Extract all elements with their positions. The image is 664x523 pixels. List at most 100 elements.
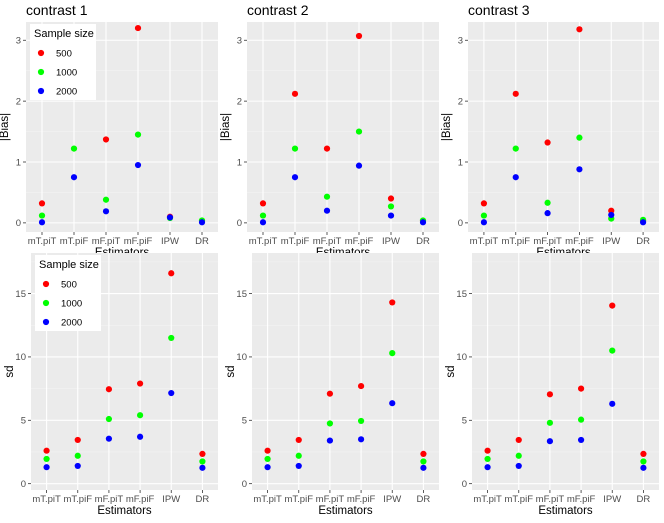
x-tick-label: DR: [636, 236, 650, 247]
data-point: [389, 400, 396, 407]
data-point: [295, 462, 302, 470]
data-point: [259, 212, 267, 219]
data-point: [355, 162, 363, 169]
data-point: [70, 174, 78, 181]
legend-box: [35, 255, 101, 331]
data-point: [640, 458, 647, 465]
data-point: [74, 436, 81, 444]
y-tick-label: 1: [458, 157, 463, 168]
y-axis-label: sd: [4, 365, 16, 377]
data-point: [259, 200, 267, 207]
x-tick-label: DR: [417, 494, 431, 505]
data-point: [389, 350, 396, 357]
x-tick-label: mT.piT: [253, 494, 282, 505]
y-tick-label: 15: [15, 289, 26, 300]
data-point: [515, 452, 522, 459]
data-point: [102, 196, 110, 203]
x-tick-label: DR: [196, 494, 210, 505]
x-tick-label: mF.piT: [536, 494, 565, 505]
data-point: [609, 347, 616, 354]
y-tick-label: 10: [15, 352, 26, 363]
x-tick-label: mF.piF: [565, 236, 594, 247]
data-point: [102, 136, 110, 143]
x-tick-label: mT.piF: [502, 236, 531, 247]
data-point: [576, 134, 583, 141]
y-axis-label: sd: [445, 365, 457, 377]
data-point: [136, 380, 144, 387]
legend-title: Sample size: [34, 28, 94, 40]
data-point: [387, 195, 395, 202]
data-point: [546, 438, 554, 445]
y-tick-label: 0: [462, 479, 467, 490]
data-point: [291, 174, 299, 181]
data-point: [546, 391, 554, 398]
y-tick-label: 3: [237, 36, 242, 47]
y-axis-label: |Bias|: [220, 113, 232, 141]
panel-title: contrast 2: [247, 2, 309, 18]
data-point: [357, 436, 365, 443]
data-point: [295, 452, 302, 459]
legend-swatch: [37, 49, 45, 57]
data-point: [105, 435, 113, 442]
data-point: [576, 166, 583, 173]
y-tick-label: 15: [236, 289, 247, 300]
data-point: [609, 400, 616, 407]
data-point: [264, 455, 271, 463]
data-point: [484, 455, 491, 463]
data-point: [387, 212, 395, 219]
y-axis-label: sd: [225, 365, 237, 377]
x-axis-label: Estimators: [318, 505, 373, 517]
y-tick-label: 2: [237, 96, 242, 107]
data-point: [357, 417, 365, 425]
data-point: [74, 452, 81, 459]
data-point: [43, 447, 50, 454]
data-point: [326, 420, 334, 427]
x-tick-label: mT.piF: [60, 236, 89, 247]
x-tick-label: mF.piF: [345, 236, 374, 247]
data-point: [420, 450, 427, 457]
x-tick-label: mF.piF: [126, 494, 155, 505]
data-point: [323, 193, 331, 200]
data-point: [355, 128, 363, 135]
data-point: [323, 145, 331, 152]
x-tick-label: mT.piF: [64, 494, 93, 505]
data-point: [544, 139, 551, 146]
legend-swatch: [42, 280, 50, 288]
data-point: [199, 450, 206, 457]
data-point: [357, 382, 365, 390]
x-tick-label: IPW: [603, 494, 621, 505]
x-tick-label: IPW: [382, 236, 400, 247]
data-point: [199, 464, 206, 471]
data-point: [102, 208, 110, 215]
plot-background: [468, 22, 659, 232]
x-axis-label: Estimators: [538, 505, 593, 517]
chart-panel-4: 0 5 10 15 mT.piT mT.piF mF.piT mF.piF IPW DR Estim…: [4, 253, 218, 517]
y-tick-label: 2: [458, 96, 463, 107]
data-point: [480, 200, 488, 207]
y-tick-label: 5: [21, 416, 26, 427]
plot-background: [247, 22, 439, 232]
legend-box: [30, 24, 96, 100]
data-point: [134, 161, 142, 169]
y-tick-label: 2: [16, 96, 21, 107]
x-tick-label: mF.piF: [567, 494, 596, 505]
data-point: [640, 450, 647, 457]
y-tick-label: 0: [242, 479, 247, 490]
y-tick-label: 1: [237, 157, 242, 168]
data-point: [168, 270, 175, 277]
data-point: [323, 207, 331, 214]
data-point: [608, 211, 615, 219]
y-tick-label: 0: [458, 218, 463, 229]
data-point: [480, 219, 488, 226]
data-point: [38, 219, 46, 226]
x-tick-label: mF.piT: [316, 494, 345, 505]
x-tick-label: IPW: [162, 494, 180, 505]
data-point: [291, 90, 299, 97]
x-tick-label: mF.piT: [533, 236, 562, 247]
data-point: [168, 389, 175, 397]
data-point: [577, 436, 585, 444]
x-tick-label: IPW: [161, 236, 179, 247]
data-point: [387, 203, 395, 210]
data-point: [38, 212, 46, 219]
